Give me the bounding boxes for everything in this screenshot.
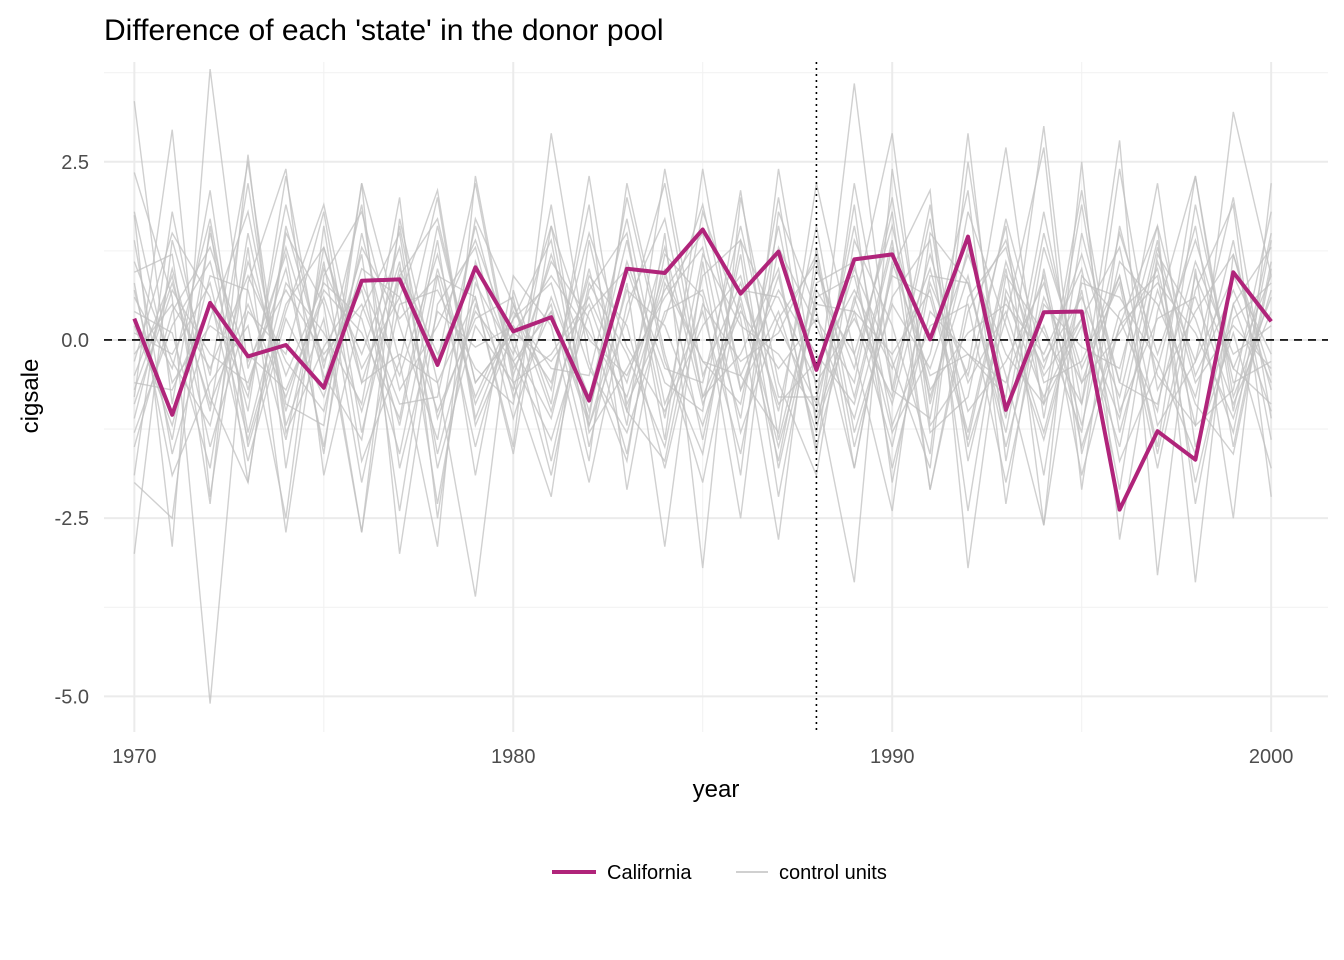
control-unit-line	[133, 208, 1272, 540]
control-unit-line	[133, 168, 1272, 448]
control-unit-line	[133, 218, 1272, 476]
y-axis-ticks: 2.5 0.0 -2.5 -5.0	[55, 152, 89, 709]
y-tick-label: -5.0	[55, 686, 89, 708]
x-tick-label: 1990	[870, 746, 915, 768]
x-tick-label: 2000	[1249, 746, 1294, 768]
y-tick-label: 0.0	[61, 330, 89, 352]
control-unit-line	[134, 190, 1272, 469]
control-unit-line	[133, 175, 1272, 597]
control-unit-line	[133, 183, 1272, 490]
x-tick-label: 1980	[491, 746, 536, 768]
control-unit-line	[133, 225, 1272, 455]
control-unit-line	[133, 223, 1272, 483]
chart-title: Difference of each 'state' in the donor …	[104, 14, 664, 47]
control-unit-lines	[133, 69, 1272, 704]
california-line	[132, 227, 1273, 512]
control-unit-line	[133, 69, 1272, 554]
control-unit-line	[133, 161, 1272, 469]
legend-label-california: California	[607, 862, 692, 884]
control-unit-line	[133, 126, 1272, 519]
y-tick-label: -2.5	[55, 508, 89, 530]
california-line-group	[132, 227, 1273, 512]
control-unit-line	[133, 245, 1272, 476]
control-unit-line	[133, 161, 1272, 554]
control-unit-line	[133, 197, 1272, 519]
legend: California control units	[552, 862, 887, 884]
x-tick-label: 1970	[112, 746, 157, 768]
control-unit-line	[133, 129, 1272, 569]
control-unit-line	[133, 183, 1272, 505]
y-tick-label: 2.5	[61, 152, 89, 174]
y-axis-title: cigsale	[17, 359, 44, 434]
x-axis-ticks: 1970 1980 1990 2000	[112, 746, 1293, 768]
x-axis-title: year	[693, 776, 740, 803]
control-unit-line	[133, 204, 1272, 490]
legend-label-control-units: control units	[779, 862, 887, 884]
